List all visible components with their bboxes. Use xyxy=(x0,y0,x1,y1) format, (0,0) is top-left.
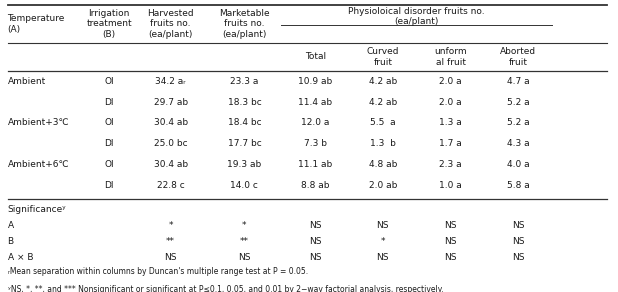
Text: 4.2 ab: 4.2 ab xyxy=(369,77,397,86)
Text: NS: NS xyxy=(444,253,457,262)
Text: DI: DI xyxy=(104,181,114,190)
Text: Physioloical disorder fruits no.
(ea/plant): Physioloical disorder fruits no. (ea/pla… xyxy=(349,7,485,26)
Text: 4.7 a: 4.7 a xyxy=(507,77,530,86)
Text: Aborted
fruit: Aborted fruit xyxy=(500,47,536,67)
Text: 5.2 a: 5.2 a xyxy=(507,98,530,107)
Text: B: B xyxy=(7,237,14,246)
Text: Marketable
fruits no.
(ea/plant): Marketable fruits no. (ea/plant) xyxy=(219,9,269,39)
Text: NS: NS xyxy=(512,253,525,262)
Text: NS: NS xyxy=(512,221,525,230)
Text: Ambient: Ambient xyxy=(7,77,46,86)
Text: NS: NS xyxy=(238,253,251,262)
Text: 1.7 a: 1.7 a xyxy=(439,139,462,148)
Text: ʸNS, *, **, and *** Nonsignificant or significant at P≤0.1, 0.05, and 0.01 by 2−: ʸNS, *, **, and *** Nonsignificant or si… xyxy=(7,285,443,292)
Text: 34.2 aᵣ: 34.2 aᵣ xyxy=(155,77,186,86)
Text: NS: NS xyxy=(376,221,389,230)
Text: 12.0 a: 12.0 a xyxy=(301,118,329,127)
Text: Ambient+6℃: Ambient+6℃ xyxy=(7,160,69,169)
Text: Total: Total xyxy=(305,53,326,61)
Text: 14.0 c: 14.0 c xyxy=(231,181,258,190)
Text: Curved
fruit: Curved fruit xyxy=(366,47,399,67)
Text: 25.0 bc: 25.0 bc xyxy=(154,139,187,148)
Text: 23.3 a: 23.3 a xyxy=(231,77,258,86)
Text: OI: OI xyxy=(104,77,114,86)
Text: 11.1 ab: 11.1 ab xyxy=(298,160,332,169)
Text: 22.8 c: 22.8 c xyxy=(157,181,184,190)
Text: 18.3 bc: 18.3 bc xyxy=(227,98,261,107)
Text: 2.3 a: 2.3 a xyxy=(439,160,462,169)
Text: 1.3 a: 1.3 a xyxy=(439,118,462,127)
Text: 1.0 a: 1.0 a xyxy=(439,181,462,190)
Text: 30.4 ab: 30.4 ab xyxy=(153,118,188,127)
Text: 5.2 a: 5.2 a xyxy=(507,118,530,127)
Text: ᵣMean separation within columns by Duncan's multiple range test at P = 0.05.: ᵣMean separation within columns by Dunca… xyxy=(7,267,308,276)
Text: 18.4 bc: 18.4 bc xyxy=(227,118,261,127)
Text: 2.0 ab: 2.0 ab xyxy=(369,181,397,190)
Text: NS: NS xyxy=(309,221,321,230)
Text: 7.3 b: 7.3 b xyxy=(303,139,327,148)
Text: 4.0 a: 4.0 a xyxy=(507,160,530,169)
Text: **: ** xyxy=(166,237,175,246)
Text: 5.8 a: 5.8 a xyxy=(507,181,530,190)
Text: Irrigation
treatment
(B): Irrigation treatment (B) xyxy=(87,9,132,39)
Text: Temperature
(A): Temperature (A) xyxy=(7,14,65,34)
Text: A × B: A × B xyxy=(7,253,33,262)
Text: DI: DI xyxy=(104,139,114,148)
Text: Significanceʸ: Significanceʸ xyxy=(7,205,66,214)
Text: NS: NS xyxy=(309,237,321,246)
Text: 19.3 ab: 19.3 ab xyxy=(227,160,261,169)
Text: A: A xyxy=(7,221,14,230)
Text: 11.4 ab: 11.4 ab xyxy=(298,98,332,107)
Text: NS: NS xyxy=(376,253,389,262)
Text: unform
al fruit: unform al fruit xyxy=(434,47,467,67)
Text: OI: OI xyxy=(104,118,114,127)
Text: 2.0 a: 2.0 a xyxy=(439,77,462,86)
Text: Harvested
fruits no.
(ea/plant): Harvested fruits no. (ea/plant) xyxy=(147,9,194,39)
Text: *: * xyxy=(242,221,247,230)
Text: NS: NS xyxy=(512,237,525,246)
Text: 4.2 ab: 4.2 ab xyxy=(369,98,397,107)
Text: 29.7 ab: 29.7 ab xyxy=(153,98,188,107)
Text: Ambient+3℃: Ambient+3℃ xyxy=(7,118,69,127)
Text: 8.8 ab: 8.8 ab xyxy=(301,181,329,190)
Text: 30.4 ab: 30.4 ab xyxy=(153,160,188,169)
Text: *: * xyxy=(381,237,385,246)
Text: 4.3 a: 4.3 a xyxy=(507,139,530,148)
Text: OI: OI xyxy=(104,160,114,169)
Text: 17.7 bc: 17.7 bc xyxy=(227,139,261,148)
Text: *: * xyxy=(168,221,173,230)
Text: 2.0 a: 2.0 a xyxy=(439,98,462,107)
Text: **: ** xyxy=(240,237,249,246)
Text: NS: NS xyxy=(309,253,321,262)
Text: DI: DI xyxy=(104,98,114,107)
Text: NS: NS xyxy=(444,221,457,230)
Text: 1.3  b: 1.3 b xyxy=(370,139,396,148)
Text: 4.8 ab: 4.8 ab xyxy=(369,160,397,169)
Text: 5.5  a: 5.5 a xyxy=(370,118,396,127)
Text: NS: NS xyxy=(444,237,457,246)
Text: NS: NS xyxy=(164,253,177,262)
Text: 10.9 ab: 10.9 ab xyxy=(298,77,332,86)
